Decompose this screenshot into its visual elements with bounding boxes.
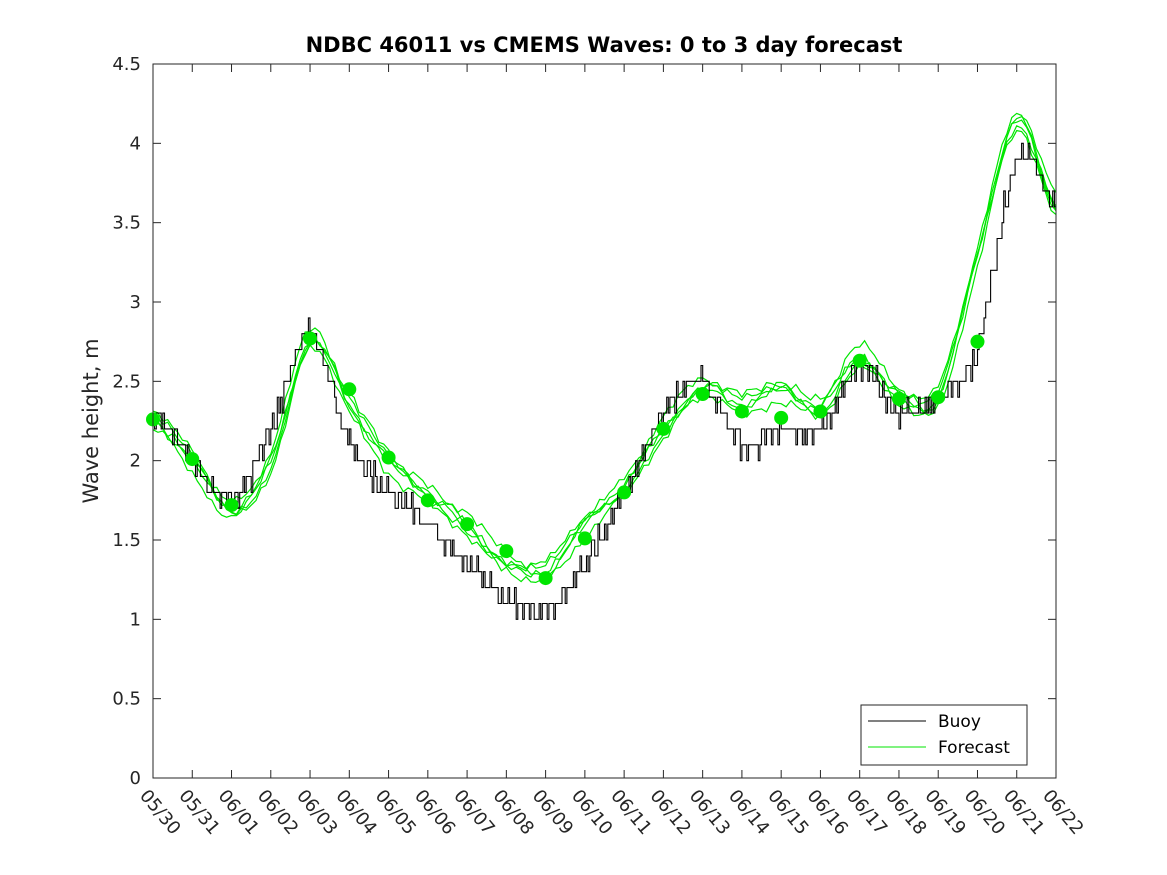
y-axis-label: Wave height, m <box>79 338 103 503</box>
legend: Buoy Forecast <box>860 704 1028 766</box>
forecast-line <box>152 129 1057 570</box>
y-axis: 0 0.5 1 1.5 2 2.5 3 3.5 4 4.5 <box>112 54 1056 789</box>
y-tick-label: 4 <box>130 133 141 154</box>
forecast-day-marker <box>499 544 514 559</box>
forecast-day-marker <box>303 331 318 346</box>
y-tick-label: 0 <box>130 768 141 789</box>
y-tick-label: 0.5 <box>112 689 141 710</box>
y-tick-label: 1 <box>130 609 141 630</box>
forecast-day-marker <box>617 485 632 500</box>
legend-forecast-label: Forecast <box>938 738 1010 758</box>
forecast-day-marker <box>931 390 946 405</box>
legend-box <box>860 704 1028 766</box>
forecast-day-marker <box>774 410 789 425</box>
chart-title: NDBC 46011 vs CMEMS Waves: 0 to 3 day fo… <box>306 33 903 57</box>
forecast-day-marker <box>695 387 710 402</box>
forecast-day-marker <box>224 498 239 513</box>
forecast-day-marker <box>381 450 396 465</box>
forecast-day-marker <box>891 391 906 406</box>
y-tick-label: 2.5 <box>112 371 141 392</box>
forecast-day-marker <box>420 493 435 508</box>
y-tick-label: 3.5 <box>112 213 141 234</box>
plot-area-border <box>152 63 1057 779</box>
forecast-day-marker <box>656 421 671 436</box>
legend-buoy-label: Buoy <box>938 712 981 732</box>
y-tick-label: 1.5 <box>112 530 141 551</box>
forecast-line <box>152 119 1057 578</box>
forecast-day-marker <box>460 517 475 532</box>
forecast-day-marker <box>852 353 867 368</box>
y-tick-label: 4.5 <box>112 54 141 75</box>
forecast-day-marker <box>813 404 828 419</box>
forecast-day-marker <box>970 334 985 349</box>
forecast-day-marker <box>185 452 200 467</box>
y-tick-label: 2 <box>130 451 141 472</box>
forecast-day-marker <box>538 571 553 586</box>
forecast-day-marker <box>734 404 749 419</box>
y-tick-label: 3 <box>130 292 141 313</box>
forecast-day-marker <box>342 382 357 397</box>
plot-markers <box>146 331 985 586</box>
forecast-day-marker <box>577 531 592 546</box>
